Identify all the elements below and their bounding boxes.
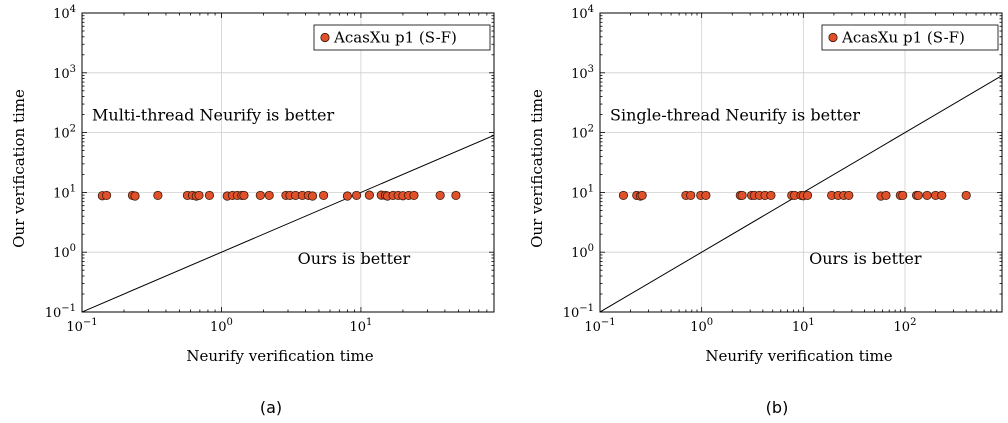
- data-point: [737, 190, 747, 201]
- x-axis-title: Neurify verification time: [186, 347, 373, 365]
- panel-caption: (a): [260, 398, 282, 417]
- x-axis-title: Neurify verification time: [705, 347, 892, 365]
- data-point: [881, 190, 891, 201]
- y-tick-label: 101: [571, 183, 594, 201]
- data-point: [701, 190, 711, 201]
- y-tick-label: 104: [571, 4, 594, 22]
- chart-panel-a: 10−1 100 101 10−1 100 101 102 103 104 Multi-threa…: [10, 4, 495, 417]
- series-points: [618, 190, 971, 201]
- data-point: [922, 190, 932, 201]
- y-tick-label: 102: [571, 124, 594, 142]
- x-tick-label: 101: [792, 317, 815, 335]
- data-point: [898, 190, 908, 201]
- legend: AcasXu p1 (S-F): [313, 24, 491, 51]
- data-point: [255, 190, 265, 201]
- plot-frame: [599, 12, 1003, 313]
- data-point: [194, 190, 204, 201]
- data-point: [239, 190, 249, 201]
- annotation-upper-left: Multi-thread Neurify is better: [92, 105, 335, 124]
- data-point: [766, 190, 776, 201]
- minor-ticks: [600, 13, 1002, 312]
- y-tick-label: 103: [571, 64, 594, 82]
- y-tick-label: 10−1: [563, 303, 594, 321]
- chart-panel-b: 10−1 100 101 102 10−1 100 101 102 103 104 Single-t…: [528, 4, 1003, 417]
- x-tick-label: 100: [690, 317, 713, 335]
- legend: AcasXu p1 (S-F): [821, 24, 999, 51]
- data-point: [364, 190, 374, 200]
- y-tick-label: 102: [53, 124, 76, 142]
- series-points: [97, 190, 461, 201]
- x-tick-label: 100: [210, 317, 233, 335]
- x-tick-label: 10−1: [584, 317, 615, 335]
- y-tick-label: 101: [53, 183, 76, 201]
- data-point: [937, 190, 947, 201]
- data-point: [409, 190, 419, 201]
- y-axis-title: Our verification time: [528, 89, 546, 248]
- data-point: [618, 190, 629, 201]
- data-point: [319, 190, 329, 201]
- legend-marker: [320, 32, 330, 43]
- data-point: [130, 191, 140, 201]
- legend-label: AcasXu p1 (S-F): [841, 29, 965, 47]
- y-axis-title: Our verification time: [10, 89, 28, 248]
- data-point: [961, 190, 971, 201]
- legend-marker: [828, 32, 838, 43]
- data-point: [307, 191, 318, 201]
- y-tick-label: 100: [53, 243, 76, 261]
- legend-box: [313, 24, 491, 51]
- data-point: [451, 190, 461, 201]
- data-point: [204, 190, 215, 201]
- data-point: [637, 190, 647, 201]
- x-tick-label: 102: [894, 317, 917, 335]
- x-tick-label: 101: [349, 317, 372, 335]
- data-point: [153, 190, 163, 201]
- minor-ticks: [82, 13, 494, 312]
- data-point: [101, 190, 112, 201]
- legend-box: [821, 24, 999, 51]
- data-point: [686, 190, 696, 201]
- y-tick-label: 104: [53, 4, 76, 22]
- annotation-lower-right: Ours is better: [298, 249, 411, 268]
- annotation-lower-right: Ours is better: [809, 249, 922, 268]
- diagonal-line: [82, 134, 494, 312]
- data-point: [844, 190, 854, 201]
- data-point: [435, 190, 445, 201]
- data-point: [802, 190, 813, 201]
- data-point: [913, 190, 923, 201]
- legend-label: AcasXu p1 (S-F): [333, 29, 457, 47]
- data-point: [342, 191, 353, 201]
- annotation-upper-left: Single-thread Neurify is better: [610, 105, 860, 124]
- data-point: [351, 190, 362, 201]
- plot-frame: [81, 12, 495, 313]
- y-tick-label: 103: [53, 64, 76, 82]
- data-point: [264, 190, 274, 201]
- y-tick-label: 100: [571, 243, 594, 261]
- panel-caption: (b): [766, 398, 789, 417]
- y-tick-label: 10−1: [45, 303, 76, 321]
- x-tick-label: 10−1: [66, 317, 97, 335]
